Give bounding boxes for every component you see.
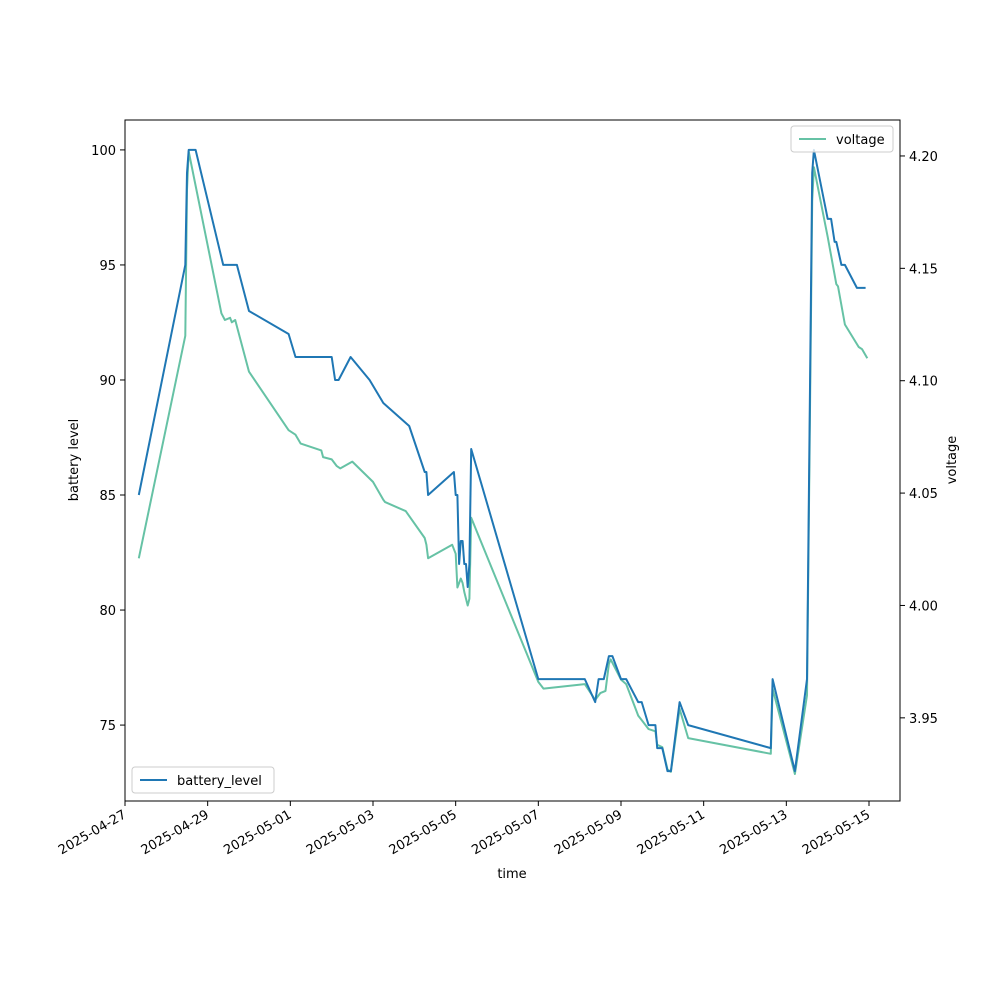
x-axis-label: time bbox=[497, 867, 526, 882]
y-tick-label: 90 bbox=[99, 374, 116, 389]
legend-voltage-label: voltage bbox=[836, 133, 885, 148]
y-tick-label: 95 bbox=[99, 259, 116, 274]
series-line-battery-level bbox=[137, 148, 866, 773]
y2-tick-label: 4.15 bbox=[909, 262, 938, 277]
y-tick-label: 100 bbox=[91, 144, 116, 159]
y-tick-label: 85 bbox=[99, 489, 116, 504]
legend-voltage-box bbox=[790, 125, 894, 153]
legend-battery-level: battery_level bbox=[131, 766, 275, 794]
legend-battery-level-box bbox=[131, 766, 275, 794]
y2-tick-label: 3.95 bbox=[909, 712, 938, 727]
y2-tick-label: 4.10 bbox=[909, 375, 938, 390]
y-axis-label: battery level bbox=[67, 419, 82, 502]
y-tick-label: 80 bbox=[99, 604, 116, 619]
legend-battery-level-label: battery_level bbox=[177, 774, 262, 789]
y2-axis-ticks: 3.95 4.00 4.05 4.10 4.15 4.20 bbox=[900, 150, 938, 727]
y2-axis-label: voltage bbox=[945, 436, 960, 485]
y2-tick-label: 4.00 bbox=[909, 599, 938, 614]
legend-voltage: voltage bbox=[790, 125, 894, 153]
series-layer bbox=[137, 148, 869, 775]
y2-tick-label: 4.20 bbox=[909, 150, 938, 165]
y-axis-ticks: 75 80 85 90 95 100 bbox=[91, 144, 125, 734]
y2-tick-label: 4.05 bbox=[909, 487, 938, 502]
y-tick-label: 75 bbox=[99, 719, 116, 734]
plot-frame bbox=[124, 119, 901, 802]
